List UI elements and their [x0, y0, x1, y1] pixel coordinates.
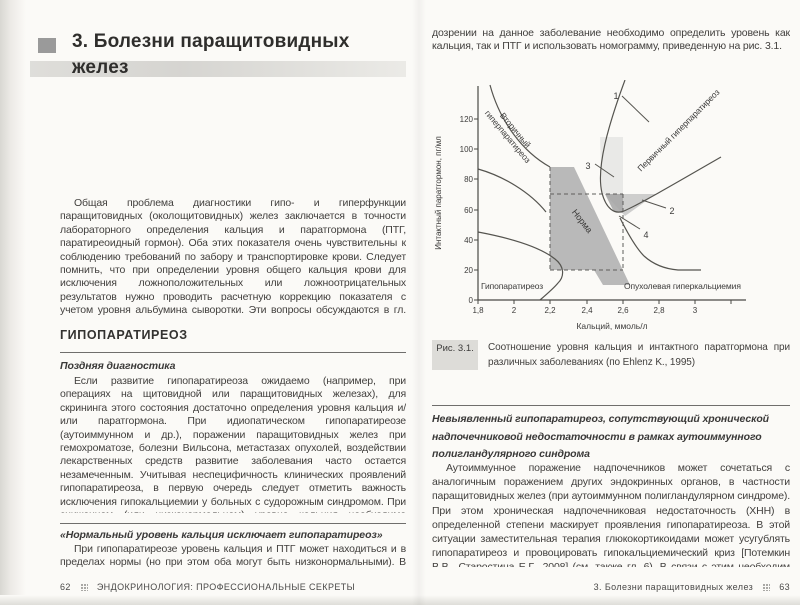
page-edge-shadow [0, 0, 26, 605]
footer-grid-icon [79, 583, 88, 591]
title-gray-band [30, 61, 406, 77]
nomogram-svg: 1 2 3 4 1,8 [434, 80, 746, 331]
divider-rule [60, 523, 406, 524]
section-heading: ГИПОПАРАТИРЕОЗ [60, 328, 188, 342]
subsection-heading-late-diagnosis: Поздняя диагностика [60, 360, 176, 372]
intro-paragraph: Общая проблема диагностики гипо- и гипер… [60, 197, 406, 320]
secondary-lower-curve [477, 168, 547, 213]
secondary-upper-curve [489, 84, 551, 168]
marker-1: 1 [613, 91, 618, 101]
subsection-heading-unrecognized-hypoparathyroidism: Невыявленный гипопаратиреоз, сопутствующ… [432, 413, 769, 460]
book-gutter [412, 0, 426, 605]
chapter-marker-square-icon [38, 38, 56, 53]
shaded-area-4 [605, 194, 623, 213]
y-tick: 100 [460, 145, 474, 154]
marker-2: 2 [669, 206, 674, 216]
marker-4: 4 [643, 230, 648, 240]
y-tick: 60 [464, 206, 473, 215]
y-tick: 80 [464, 175, 473, 184]
y-axis-label: Интактный паратгормон, пг/мл [434, 136, 443, 250]
y-tick: 40 [464, 236, 473, 245]
page-number: 62 [60, 582, 71, 592]
x-tick: 1,8 [472, 306, 484, 315]
body-paragraph-text: Аутоиммунное поражение надпочечников мож… [432, 462, 790, 567]
marker-leader-lines [594, 95, 667, 230]
x-tick-labels: 1,8 2 2,2 2,4 2,6 2,8 3 [472, 306, 697, 315]
y-tick: 120 [460, 115, 474, 124]
continuation-paragraph: дозрении на данное заболевание необходим… [432, 27, 790, 53]
body-paragraph: Аутоиммунное поражение надпочечников мож… [432, 461, 790, 567]
x-tick: 2,8 [653, 306, 665, 315]
body-paragraph: Если развитие гипопаратиреоза ожидаемо (… [60, 375, 406, 513]
axes [477, 86, 746, 301]
norm-band [550, 167, 630, 285]
figure-caption-text: Соотношение уровня кальция и интактного … [488, 342, 790, 368]
x-tick: 2,4 [581, 306, 593, 315]
page-bottom-shadow [0, 595, 800, 605]
intro-paragraph-text: Общая проблема диагностики гипо- и гипер… [60, 197, 406, 320]
region-label-tumor-hypercalcemia: Опухолевая гиперкальциемия [624, 281, 741, 291]
chapter-title-running: 3. Болезни паращитовидных желез [593, 582, 754, 592]
figure-caption-label: Рис. 3.1. [432, 340, 478, 370]
divider-rule [432, 405, 790, 406]
book-title: ЭНДОКРИНОЛОГИЯ: ПРОФЕССИОНАЛЬНЫЕ СЕКРЕТЫ [96, 582, 356, 592]
y-tick: 20 [464, 266, 473, 275]
x-tick: 2,2 [544, 306, 556, 315]
chapter-title: 3. Болезни паращитовидных желез [72, 31, 350, 78]
x-tick: 2,6 [617, 306, 629, 315]
normal-range-dashed-lines [549, 167, 624, 271]
y-tick: 0 [469, 296, 474, 305]
footer-grid-icon [762, 583, 771, 591]
x-tick: 2 [512, 306, 517, 315]
marker-numbers: 1 2 3 4 [585, 91, 674, 240]
figure-3-1-nomogram: 1 2 3 4 1,8 [428, 80, 790, 338]
subsection-heading-normal-calcium: «Нормальный уровень кальция исключает ги… [60, 529, 383, 541]
tumor-hypercalcemia-curve [619, 217, 701, 271]
y-tick-labels: 0 20 40 60 80 100 120 [460, 115, 474, 305]
axis-ticks [474, 118, 732, 304]
x-axis-label: Кальций, ммоль/л [576, 321, 647, 331]
body-paragraph-text: При гипопаратиреозе уровень кальция и ПТ… [60, 543, 406, 573]
page-number: 63 [779, 582, 790, 592]
body-paragraph-text: Если развитие гипопаратиреоза ожидаемо (… [60, 375, 406, 513]
marker-3: 3 [585, 161, 590, 171]
divider-rule [60, 352, 406, 353]
shaded-area-3 [600, 137, 623, 194]
region-label-hypoparathyroidism: Гипопаратиреоз [481, 281, 544, 291]
x-tick: 3 [693, 306, 698, 315]
right-page-footer: 3. Болезни паращитовидных желез 63 [594, 582, 790, 592]
hypoparathyroidism-curve [477, 231, 564, 301]
primary-hyperparathyroidism-curve [599, 80, 722, 213]
left-page-footer: 62 ЭНДОКРИНОЛОГИЯ: ПРОФЕССИОНАЛЬНЫЕ СЕКР… [60, 582, 355, 592]
body-paragraph: При гипопаратиреозе уровень кальция и ПТ… [60, 543, 406, 573]
boundary-curves [477, 80, 722, 301]
